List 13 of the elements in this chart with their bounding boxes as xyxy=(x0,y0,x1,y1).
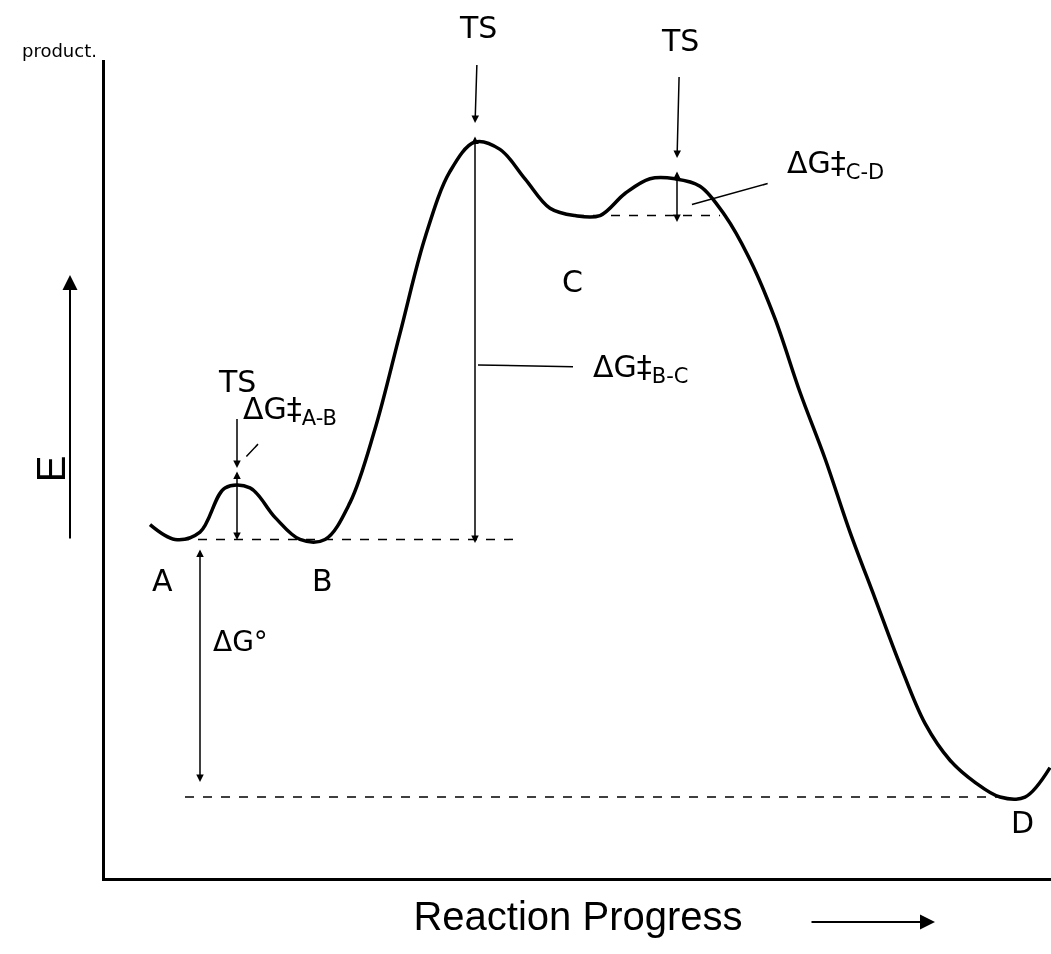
annotation: ΔG‡$_{B-C}$ xyxy=(593,349,689,389)
annotation: ΔG° xyxy=(213,625,268,658)
annotation: C xyxy=(562,264,583,299)
annotation: A xyxy=(152,563,173,598)
text: TS xyxy=(661,23,700,58)
text: product. xyxy=(22,40,97,61)
annotation: B xyxy=(312,563,333,598)
y-axis-title: E xyxy=(28,455,73,483)
annotation: D xyxy=(1011,805,1035,840)
annotation: ΔG‡$_{C-D}$ xyxy=(787,145,885,185)
annotation: ΔG‡$_{A-B}$ xyxy=(243,391,337,431)
text: TS xyxy=(459,10,498,45)
x-axis-title: Reaction Progress xyxy=(413,893,743,938)
